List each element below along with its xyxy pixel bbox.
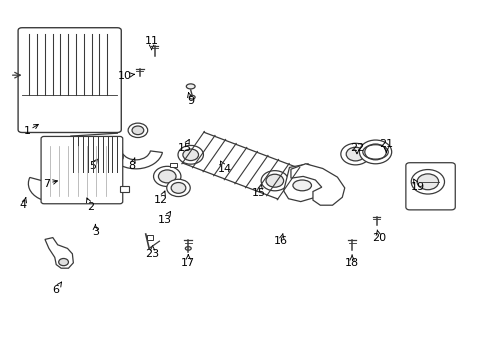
Text: 8: 8 bbox=[128, 158, 135, 171]
Text: 12: 12 bbox=[154, 191, 168, 205]
Text: 20: 20 bbox=[371, 230, 385, 243]
Text: 15: 15 bbox=[178, 139, 191, 153]
Circle shape bbox=[109, 153, 120, 161]
Text: 15: 15 bbox=[252, 184, 265, 198]
Ellipse shape bbox=[189, 95, 195, 99]
Circle shape bbox=[183, 149, 198, 161]
Text: 7: 7 bbox=[43, 179, 57, 189]
Text: 11: 11 bbox=[144, 36, 158, 50]
Text: 6: 6 bbox=[53, 282, 61, 295]
Circle shape bbox=[265, 174, 283, 187]
Text: 14: 14 bbox=[218, 161, 231, 174]
Ellipse shape bbox=[185, 247, 191, 250]
Circle shape bbox=[105, 150, 123, 163]
Wedge shape bbox=[110, 151, 162, 169]
Polygon shape bbox=[45, 238, 73, 268]
Circle shape bbox=[364, 144, 386, 160]
Bar bbox=[146, 235, 153, 240]
Circle shape bbox=[59, 258, 68, 266]
Circle shape bbox=[178, 145, 203, 164]
Circle shape bbox=[346, 147, 364, 161]
Text: 13: 13 bbox=[158, 211, 172, 225]
Circle shape bbox=[128, 123, 147, 138]
Text: 18: 18 bbox=[345, 255, 358, 268]
Text: 5: 5 bbox=[89, 159, 97, 171]
Ellipse shape bbox=[66, 145, 76, 164]
Text: 22: 22 bbox=[349, 143, 364, 154]
Text: 16: 16 bbox=[274, 233, 287, 246]
Circle shape bbox=[261, 171, 288, 191]
FancyBboxPatch shape bbox=[405, 163, 454, 210]
Circle shape bbox=[50, 163, 59, 170]
Text: 9: 9 bbox=[187, 93, 194, 106]
Circle shape bbox=[171, 183, 185, 193]
Text: 2: 2 bbox=[86, 198, 94, 212]
Circle shape bbox=[46, 161, 62, 172]
Bar bbox=[120, 186, 128, 192]
Text: 4: 4 bbox=[20, 198, 27, 210]
Wedge shape bbox=[28, 177, 68, 202]
Ellipse shape bbox=[186, 84, 195, 89]
Polygon shape bbox=[290, 164, 344, 205]
Circle shape bbox=[340, 143, 369, 165]
Ellipse shape bbox=[112, 143, 122, 161]
Bar bbox=[170, 163, 177, 167]
Text: 3: 3 bbox=[92, 224, 99, 237]
Polygon shape bbox=[182, 132, 299, 199]
Circle shape bbox=[166, 179, 190, 197]
Circle shape bbox=[153, 166, 181, 186]
Ellipse shape bbox=[292, 180, 311, 191]
Circle shape bbox=[132, 126, 143, 135]
Text: 1: 1 bbox=[23, 124, 38, 136]
Circle shape bbox=[359, 140, 391, 164]
Circle shape bbox=[158, 170, 176, 183]
Text: 17: 17 bbox=[181, 255, 195, 268]
Text: 21: 21 bbox=[379, 139, 392, 152]
Text: 23: 23 bbox=[145, 246, 159, 259]
FancyBboxPatch shape bbox=[41, 136, 122, 204]
Polygon shape bbox=[71, 133, 117, 174]
Polygon shape bbox=[283, 164, 326, 202]
Circle shape bbox=[416, 174, 438, 190]
Text: 19: 19 bbox=[410, 179, 424, 192]
Circle shape bbox=[410, 170, 444, 194]
FancyBboxPatch shape bbox=[18, 28, 121, 132]
Text: 10: 10 bbox=[118, 71, 134, 81]
